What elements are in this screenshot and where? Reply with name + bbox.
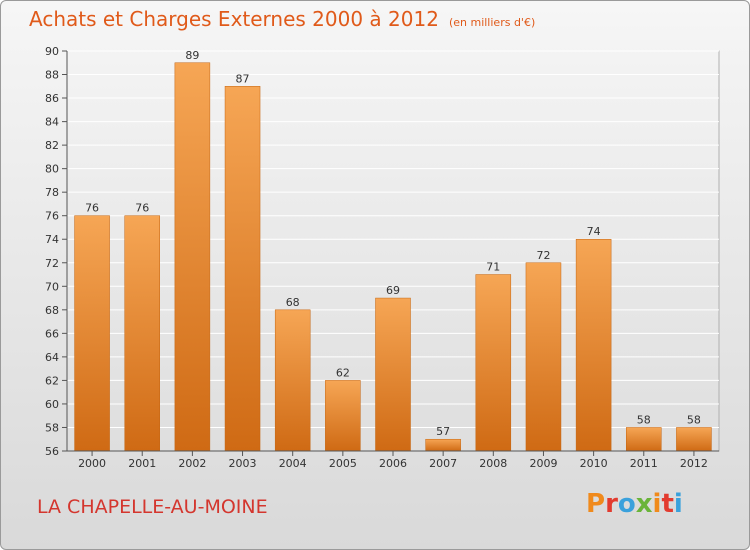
logo-letter: i [673,489,683,519]
y-tick-label: 82 [45,139,59,152]
bar-2009 [525,262,562,452]
bar-value-label: 68 [286,296,300,309]
bar-2000 [74,215,110,452]
x-tick-label: 2008 [479,457,507,470]
bar-2012 [676,427,712,452]
logo-letter: P [586,489,606,519]
bar-value-label: 74 [587,225,601,238]
bar-2002 [174,62,211,452]
logo-letter: r [605,489,618,519]
x-tick-label: 2001 [128,457,156,470]
y-tick-label: 86 [45,92,59,105]
bar-2001 [124,215,160,452]
y-tick-label: 74 [45,233,59,246]
bar-value-label: 72 [536,249,550,262]
y-tick-label: 56 [45,445,59,458]
y-tick-label: 76 [45,210,59,223]
x-tick-label: 2002 [178,457,206,470]
y-tick-label: 60 [45,398,59,411]
logo-letter: x [635,489,653,519]
bar-2008 [475,274,512,452]
bar-value-label: 58 [687,413,701,426]
x-tick-label: 2006 [379,457,407,470]
bar-value-label: 57 [436,425,450,438]
y-tick-label: 80 [45,163,59,176]
y-tick-label: 70 [45,280,59,293]
y-tick-label: 62 [45,374,59,387]
chart-unit-note: (en milliers d'€) [448,16,536,29]
chart-title-text: Achats et Charges Externes 2000 à 2012 [29,7,439,31]
bar-value-label: 69 [386,284,400,297]
y-tick-label: 78 [45,186,59,199]
bar-2004 [274,309,311,452]
x-tick-label: 2009 [529,457,557,470]
bar-value-label: 87 [236,72,250,85]
y-tick-label: 88 [45,69,59,82]
bar-2011 [626,427,662,452]
x-tick-label: 2004 [279,457,307,470]
bar-2010 [575,238,612,452]
proxiti-logo[interactable]: Proxiti [586,489,683,519]
bar-2006 [375,297,411,452]
bar-value-label: 76 [85,202,99,215]
x-tick-label: 2003 [229,457,257,470]
y-tick-label: 90 [45,45,59,58]
y-tick-label: 84 [45,116,59,129]
bar-value-label: 62 [336,366,350,379]
bar-value-label: 58 [637,413,651,426]
x-tick-label: 2011 [630,457,658,470]
y-tick-label: 64 [45,351,59,364]
x-tick-label: 2007 [429,457,457,470]
bar-value-label: 76 [135,202,149,215]
y-tick-label: 58 [45,421,59,434]
x-tick-label: 2012 [680,457,708,470]
logo-letter: i [652,489,662,519]
logo-letter: o [617,489,636,519]
x-tick-label: 2005 [329,457,357,470]
x-tick-label: 2010 [580,457,608,470]
bar-value-label: 89 [185,49,199,62]
x-tick-label: 2000 [78,457,106,470]
commune-name: LA CHAPELLE-AU-MOINE [37,496,268,518]
bar-value-label: 71 [486,261,500,274]
chart-title: Achats et Charges Externes 2000 à 2012 (e… [29,7,535,31]
bar-2005 [325,380,361,452]
axes: 56 58 60 62 64 66 68 70 72 74 76 78 80 82 84 86 88 90 2000… [45,45,719,470]
bar-2003 [224,86,261,452]
y-tick-label: 68 [45,304,59,317]
y-tick-label: 72 [45,257,59,270]
logo-letter: t [661,489,674,519]
bars: 76 76 89 87 68 62 69 57 71 72 74 58 58 [74,49,712,452]
y-tick-label: 66 [45,327,59,340]
bar-2007 [425,438,461,452]
